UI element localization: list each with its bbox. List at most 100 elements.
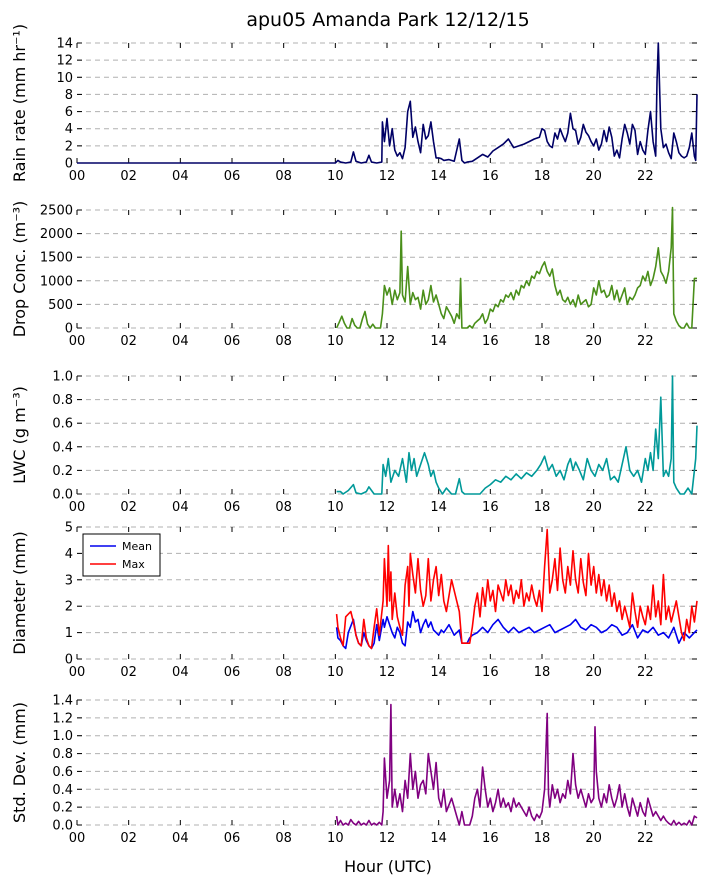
x-tick-label: 16 xyxy=(482,831,499,846)
legend: Mean Max xyxy=(82,533,161,577)
x-tick-label: 20 xyxy=(585,169,602,184)
y-tick-label: 8 xyxy=(65,88,73,103)
y-axis-label: Rain rate (mm hr⁻¹) xyxy=(10,24,29,182)
x-tick-label: 10 xyxy=(327,665,344,680)
y-tick-label: 0.2 xyxy=(52,801,73,816)
x-tick-label: 06 xyxy=(224,831,241,846)
x-tick-label: 14 xyxy=(430,334,447,349)
x-tick-label: 04 xyxy=(172,500,189,515)
y-tick-label: 0.0 xyxy=(52,819,73,834)
y-tick-label: 5 xyxy=(65,521,73,536)
x-tick-label: 02 xyxy=(120,500,137,515)
y-tick-label: 2 xyxy=(65,600,73,615)
y-tick-label: 6 xyxy=(65,105,73,120)
x-tick-label: 22 xyxy=(637,169,654,184)
x-tick-label: 06 xyxy=(224,500,241,515)
y-tick-label: 3 xyxy=(65,573,73,588)
x-tick-label: 06 xyxy=(224,665,241,680)
x-tick-label: 12 xyxy=(379,169,396,184)
x-tick-label: 22 xyxy=(637,831,654,846)
y-tick-label: 0.6 xyxy=(52,765,73,780)
x-tick-label: 06 xyxy=(224,169,241,184)
x-tick-label: 18 xyxy=(534,665,551,680)
series-line-1 xyxy=(77,42,698,164)
panel-2: 0 500 1000 1500 2000 2500 00 02 04 06 08 10 12 14 16 18… xyxy=(10,201,697,349)
x-axis-label: Hour (UTC) xyxy=(344,857,432,876)
y-tick-label: 0.8 xyxy=(52,747,73,762)
x-tick-label: 10 xyxy=(327,169,344,184)
legend-label: Max xyxy=(122,558,145,571)
x-tick-label: 18 xyxy=(534,500,551,515)
x-tick-label: 12 xyxy=(379,334,396,349)
x-tick-label: 00 xyxy=(69,831,86,846)
x-tick-label: 02 xyxy=(120,169,137,184)
y-tick-label: 12 xyxy=(56,54,73,69)
x-tick-label: 04 xyxy=(172,169,189,184)
x-tick-label: 12 xyxy=(379,831,396,846)
y-tick-label: 0 xyxy=(65,322,73,337)
x-tick-label: 22 xyxy=(637,665,654,680)
x-tick-label: 20 xyxy=(585,334,602,349)
x-tick-label: 12 xyxy=(379,665,396,680)
x-tick-label: 14 xyxy=(430,500,447,515)
series-line-3 xyxy=(336,375,698,495)
series-line-5 xyxy=(335,703,698,826)
x-tick-label: 22 xyxy=(637,500,654,515)
series-line-2 xyxy=(335,206,697,329)
x-tick-label: 02 xyxy=(120,831,137,846)
x-tick-label: 18 xyxy=(534,831,551,846)
y-tick-label: 0.4 xyxy=(52,440,73,455)
y-tick-label: 0.8 xyxy=(52,393,73,408)
y-tick-label: 0 xyxy=(65,157,73,172)
y-tick-label: 1500 xyxy=(40,251,73,266)
x-tick-label: 06 xyxy=(224,334,241,349)
x-tick-label: 12 xyxy=(379,500,396,515)
y-tick-label: 0.0 xyxy=(52,488,73,503)
y-tick-label: 0.2 xyxy=(52,464,73,479)
y-tick-label: 0.6 xyxy=(52,417,73,432)
x-tick-label: 02 xyxy=(120,334,137,349)
x-tick-label: 14 xyxy=(430,831,447,846)
x-tick-label: 18 xyxy=(534,169,551,184)
y-tick-label: 4 xyxy=(65,122,73,137)
x-tick-label: 04 xyxy=(172,334,189,349)
y-tick-label: 2 xyxy=(65,139,73,154)
x-tick-label: 00 xyxy=(69,665,86,680)
x-tick-label: 10 xyxy=(327,831,344,846)
y-axis-label: Std. Dev. (mm) xyxy=(10,702,29,823)
y-tick-label: 1.0 xyxy=(52,370,73,385)
x-tick-label: 10 xyxy=(327,334,344,349)
panel-5: 0.0 0.2 0.4 0.6 0.8 1.0 1.2 1.4 00 02 04 06 08 10 12 14… xyxy=(10,694,698,846)
y-tick-label: 500 xyxy=(48,298,73,313)
x-tick-label: 16 xyxy=(482,334,499,349)
chart-title: apu05 Amanda Park 12/12/15 xyxy=(246,9,529,31)
x-tick-label: 08 xyxy=(275,169,292,184)
x-tick-label: 08 xyxy=(275,500,292,515)
y-tick-label: 1.0 xyxy=(52,729,73,744)
x-tick-label: 22 xyxy=(637,334,654,349)
x-tick-label: 00 xyxy=(69,334,86,349)
y-tick-label: 0 xyxy=(65,653,73,668)
y-axis-label: Drop Conc. (m⁻³) xyxy=(10,201,29,338)
panel-3: 0.0 0.2 0.4 0.6 0.8 1.0 00 02 04 06 08 10 12 14 16 18 20… xyxy=(10,370,698,515)
y-tick-label: 10 xyxy=(56,71,73,86)
y-tick-label: 1000 xyxy=(40,274,73,289)
x-tick-label: 16 xyxy=(482,665,499,680)
legend-box xyxy=(82,533,161,577)
x-tick-label: 00 xyxy=(69,500,86,515)
y-tick-label: 1.4 xyxy=(52,694,73,709)
x-tick-label: 08 xyxy=(275,334,292,349)
x-tick-label: 02 xyxy=(120,665,137,680)
y-axis-label: LWC (g m⁻³) xyxy=(10,386,29,484)
x-tick-label: 20 xyxy=(585,665,602,680)
y-tick-label: 2500 xyxy=(40,204,73,219)
y-tick-label: 1 xyxy=(65,626,73,641)
x-tick-label: 08 xyxy=(275,831,292,846)
x-tick-label: 14 xyxy=(430,169,447,184)
y-tick-label: 0.4 xyxy=(52,783,73,798)
legend-label: Mean xyxy=(122,540,152,553)
